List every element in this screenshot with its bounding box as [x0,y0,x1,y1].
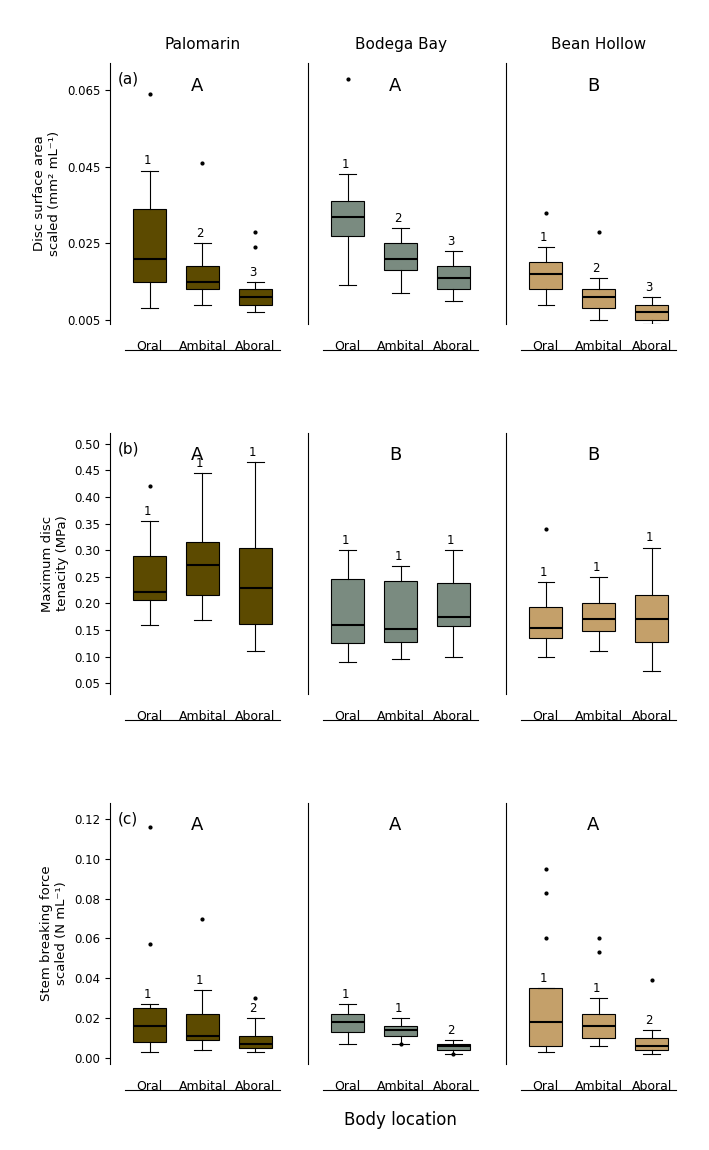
PathPatch shape [582,290,615,308]
PathPatch shape [133,1009,166,1042]
PathPatch shape [239,290,272,305]
Text: 2: 2 [196,228,203,240]
PathPatch shape [186,543,219,596]
PathPatch shape [635,1038,668,1050]
Text: 2: 2 [645,1014,653,1027]
Text: 1: 1 [196,974,203,987]
Text: A: A [191,816,203,835]
PathPatch shape [331,201,364,236]
Text: 1: 1 [394,550,402,564]
Text: B: B [389,446,401,465]
PathPatch shape [331,580,364,643]
Text: 1: 1 [143,505,151,518]
Text: 2: 2 [249,1002,257,1015]
Text: 1: 1 [592,561,600,574]
Text: (a): (a) [117,71,138,86]
PathPatch shape [384,244,417,270]
PathPatch shape [530,988,562,1045]
Text: 2: 2 [447,1024,454,1037]
Text: 1: 1 [447,534,454,547]
PathPatch shape [635,596,668,642]
Text: 1: 1 [394,1002,402,1015]
Text: A: A [191,446,203,465]
Text: B: B [587,446,600,465]
Text: 1: 1 [341,988,349,1000]
PathPatch shape [530,607,562,638]
PathPatch shape [186,1014,219,1040]
Text: (b): (b) [117,442,139,457]
Text: 1: 1 [540,231,547,244]
Y-axis label: Disc surface area
scaled (mm² mL⁻¹): Disc surface area scaled (mm² mL⁻¹) [33,131,61,256]
Text: 1: 1 [540,566,547,578]
PathPatch shape [384,581,417,642]
Text: 3: 3 [249,266,257,278]
Text: 1: 1 [540,972,547,986]
Text: A: A [389,816,401,835]
PathPatch shape [530,262,562,290]
Text: A: A [389,77,401,94]
PathPatch shape [635,305,668,320]
Text: 1: 1 [341,534,349,547]
Text: 1: 1 [592,982,600,995]
PathPatch shape [186,267,219,290]
PathPatch shape [133,555,166,599]
Text: A: A [191,77,203,94]
Text: Body location: Body location [344,1111,457,1129]
Text: 1: 1 [341,159,349,171]
Text: 2: 2 [394,212,402,225]
Text: 1: 1 [143,988,151,1000]
Text: Bodega Bay: Bodega Bay [354,37,447,52]
PathPatch shape [331,1014,364,1032]
Text: Bean Hollow: Bean Hollow [551,37,647,52]
PathPatch shape [437,267,470,290]
PathPatch shape [437,1044,470,1050]
PathPatch shape [239,1036,272,1048]
Text: 3: 3 [447,235,454,248]
Text: Palomarin: Palomarin [164,37,240,52]
PathPatch shape [384,1026,417,1036]
Text: B: B [587,77,600,94]
PathPatch shape [239,547,272,623]
Text: 3: 3 [645,281,653,294]
Text: 1: 1 [196,457,203,470]
Text: 1: 1 [249,446,257,459]
PathPatch shape [437,583,470,627]
Text: A: A [587,816,600,835]
Text: (c): (c) [117,811,138,826]
Y-axis label: Stem breaking force
scaled (N mL⁻¹): Stem breaking force scaled (N mL⁻¹) [40,866,69,1002]
Text: 1: 1 [143,154,151,168]
Text: 2: 2 [592,262,600,275]
PathPatch shape [582,1014,615,1038]
PathPatch shape [582,604,615,631]
Text: 1: 1 [645,531,653,544]
Y-axis label: Maximum disc
tenacity (MPa): Maximum disc tenacity (MPa) [40,515,69,612]
PathPatch shape [133,209,166,282]
